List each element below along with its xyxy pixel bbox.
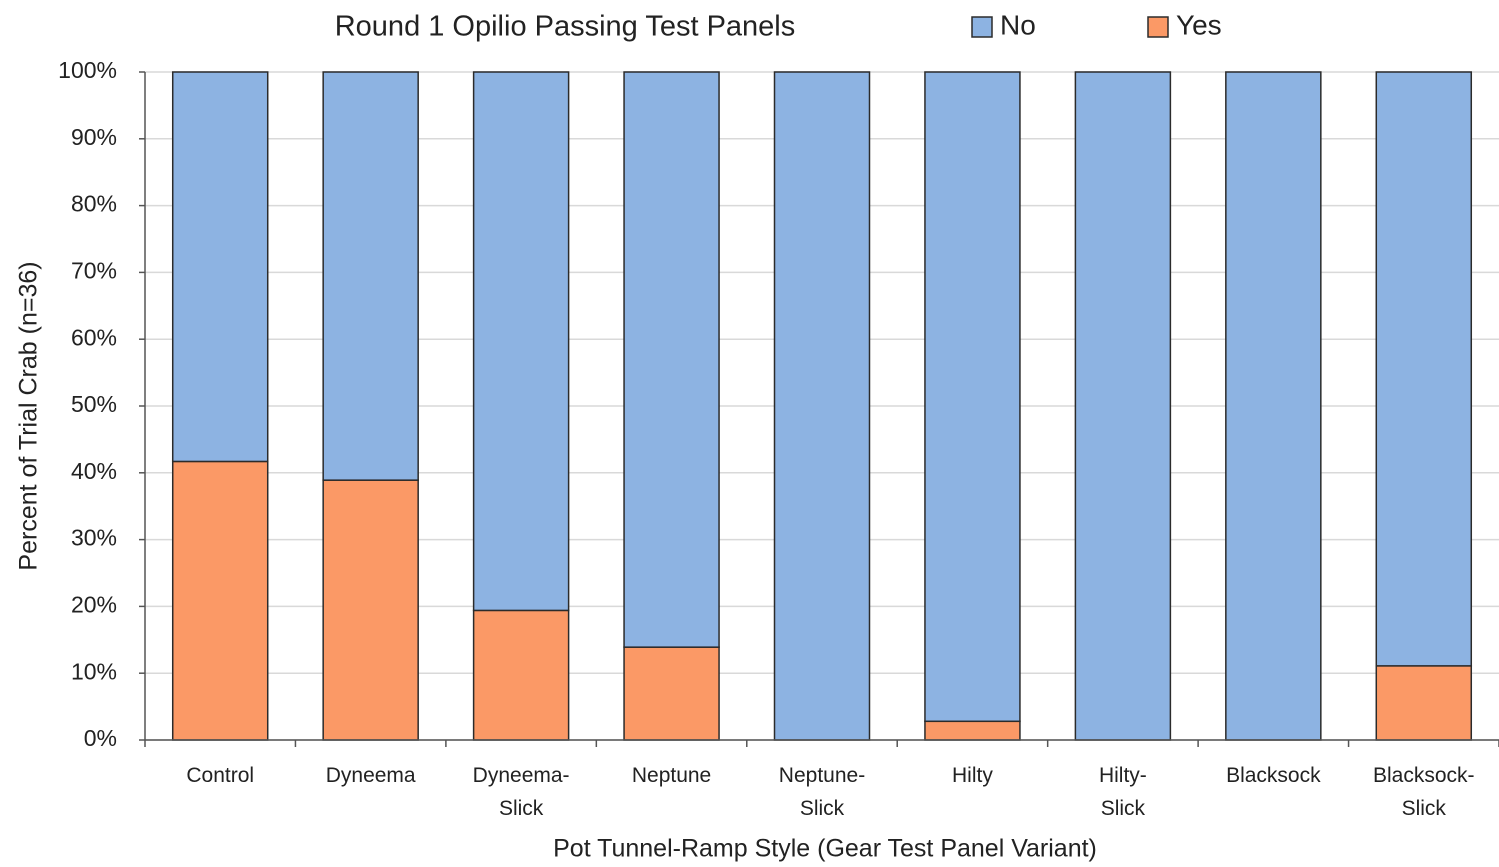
y-tick-label: 70% [71,257,117,283]
y-tick-label: 100% [58,57,117,83]
y-tick-label: 60% [71,324,117,350]
chart-title: Round 1 Opilio Passing Test Panels [335,11,796,43]
legend-swatch [1147,16,1169,38]
bar-segment [773,71,871,741]
x-tick-label: Dyneema-Slick [473,764,570,820]
y-tick-label: 90% [71,124,117,150]
bar-segment [472,71,570,612]
bar-segment [1225,71,1322,741]
x-tick-label: Blacksock [1226,764,1321,787]
bar-segment [924,71,1021,723]
y-tick-label: 40% [71,458,117,484]
y-axis-title: Percent of Trial Crab (n=36) [15,261,43,570]
x-tick-label: Blacksock-Slick [1373,764,1475,820]
bar-segment [1375,665,1473,741]
legend-swatch [971,16,993,38]
y-tick-label: 80% [71,191,117,217]
bar-segment [472,609,570,741]
x-tick-label: Hilty-Slick [1099,764,1147,820]
bar-segment [623,71,720,648]
x-tick-label: Neptune [632,764,711,787]
x-tick-label: Dyneema [326,764,416,787]
y-tick-label: 0% [84,725,117,751]
y-tick-label: 30% [71,525,117,551]
legend-label: No [1000,9,1036,40]
y-tick-label: 50% [71,391,117,417]
bar-segment [1375,71,1473,667]
bar-segment [924,720,1021,741]
bar-segment [1074,71,1172,741]
bar-segment [322,71,419,481]
x-axis-title: Pot Tunnel-Ramp Style (Gear Test Panel V… [553,835,1097,863]
y-tick-label: 20% [71,591,117,617]
x-tick-label: Neptune-Slick [779,764,865,820]
y-tick-label: 10% [71,658,117,684]
bar-segment [322,479,419,741]
bar-segment [171,71,269,463]
x-tick-label: Control [186,764,254,787]
bar-segment [623,646,720,741]
x-tick-label: Hilty [952,764,993,787]
bar-segment [171,460,269,741]
legend-label: Yes [1176,9,1222,40]
